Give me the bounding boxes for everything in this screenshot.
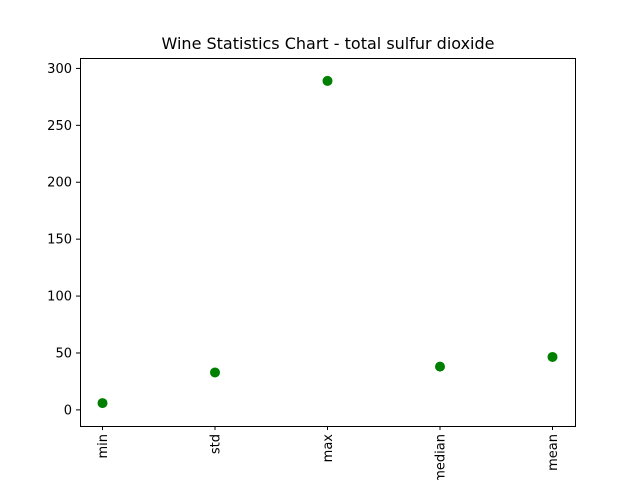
data-point-max (322, 75, 333, 86)
y-tick-label: 250 (47, 119, 72, 134)
y-axis-ticks: 0 50 100 150 200 250 300 (47, 62, 80, 418)
plot-frame (80, 58, 576, 427)
y-tick-label: 100 (47, 290, 72, 305)
data-point-median (435, 361, 445, 372)
data-points (97, 75, 558, 409)
x-tick-label-min: min (96, 434, 111, 459)
y-tick-label: 300 (47, 62, 72, 77)
x-tick-label-median: median (434, 434, 449, 480)
x-axis-ticks: min std max median mean (96, 426, 561, 480)
chart-title: Wine Statistics Chart - total sulfur dio… (162, 34, 495, 53)
x-tick-label-max: max (321, 434, 336, 463)
data-point-mean (547, 351, 558, 362)
y-tick-label: 200 (47, 176, 72, 191)
data-point-std (210, 367, 220, 378)
y-tick-label: 50 (55, 346, 72, 361)
x-tick-label-mean: mean (546, 434, 561, 471)
y-tick-label: 0 (64, 403, 72, 418)
data-point-min (97, 398, 108, 409)
y-tick-label: 150 (47, 233, 72, 248)
x-tick-label-std: std (209, 434, 224, 454)
